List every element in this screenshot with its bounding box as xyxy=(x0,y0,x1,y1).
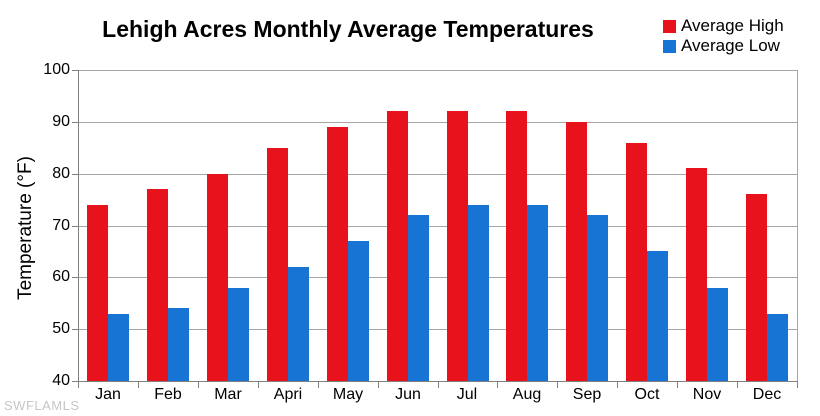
y-tick-60 xyxy=(72,277,78,278)
bar-average-high-oct xyxy=(626,143,647,381)
bar-average-low-dec xyxy=(767,314,788,381)
y-tick-70 xyxy=(72,226,78,227)
y-tick-label-80: 80 xyxy=(52,165,70,182)
x-tick-label-may: May xyxy=(332,386,364,403)
x-tick-10 xyxy=(677,382,678,388)
bar-average-high-aug xyxy=(506,111,527,381)
bar-average-high-jul xyxy=(447,111,468,381)
x-tick-label-aug: Aug xyxy=(512,386,542,403)
gridline-90 xyxy=(78,122,797,123)
x-tick-label-jan: Jan xyxy=(95,386,121,403)
bar-average-low-nov xyxy=(707,288,728,381)
bar-average-low-jul xyxy=(468,205,489,381)
bar-average-high-jun xyxy=(387,111,408,381)
x-tick-label-oct: Oct xyxy=(634,386,660,403)
bar-average-high-dec xyxy=(746,194,767,381)
legend-item-average-high: Average High xyxy=(663,16,784,36)
legend-swatch-low xyxy=(663,39,676,53)
bar-average-low-jan xyxy=(108,314,129,381)
x-tick-3 xyxy=(258,382,259,388)
gridline-80 xyxy=(78,174,797,175)
bar-average-low-feb xyxy=(168,308,189,381)
x-tick-6 xyxy=(438,382,439,388)
x-tick-11 xyxy=(737,382,738,388)
x-tick-8 xyxy=(557,382,558,388)
x-tick-label-jun: Jun xyxy=(395,386,421,403)
x-tick-7 xyxy=(497,382,498,388)
x-tick-label-dec: Dec xyxy=(752,386,782,403)
x-axis-line xyxy=(78,381,798,382)
x-tick-9 xyxy=(617,382,618,388)
chart-title: Lehigh Acres Monthly Average Temperature… xyxy=(102,16,594,42)
bar-average-high-feb xyxy=(147,189,168,381)
y-tick-90 xyxy=(72,122,78,123)
bar-average-high-sep xyxy=(566,122,587,381)
x-tick-label-mar: Mar xyxy=(214,386,242,403)
y-tick-label-40: 40 xyxy=(52,372,70,389)
x-tick-label-jul: Jul xyxy=(456,386,478,403)
legend-label-average-high: Average High xyxy=(681,16,784,35)
y-tick-100 xyxy=(72,70,78,71)
bar-average-high-jan xyxy=(87,205,108,381)
bar-average-low-mar xyxy=(228,288,249,381)
x-tick-0 xyxy=(78,382,79,388)
y-tick-label-70: 70 xyxy=(52,217,70,234)
x-tick-1 xyxy=(138,382,139,388)
bar-average-high-may xyxy=(327,127,348,381)
x-tick-2 xyxy=(198,382,199,388)
bar-average-low-apri xyxy=(288,267,309,381)
x-tick-label-apri: Apri xyxy=(273,386,303,403)
bar-average-low-oct xyxy=(647,251,668,381)
x-tick-5 xyxy=(378,382,379,388)
bar-average-high-nov xyxy=(686,168,707,381)
y-tick-80 xyxy=(72,174,78,175)
y-tick-label-60: 60 xyxy=(52,268,70,285)
bar-average-high-mar xyxy=(207,174,228,381)
legend-item-average-low: Average Low xyxy=(663,36,784,56)
legend-swatch-high xyxy=(663,19,676,33)
x-tick-4 xyxy=(318,382,319,388)
watermark: SWFLAMLS xyxy=(4,398,80,413)
gridline-70 xyxy=(78,226,797,227)
legend-label-average-low: Average Low xyxy=(681,36,780,55)
y-tick-40 xyxy=(72,381,78,382)
x-tick-label-nov: Nov xyxy=(692,386,722,403)
legend: Average High Average Low xyxy=(663,16,784,56)
y-tick-50 xyxy=(72,329,78,330)
bar-average-low-sep xyxy=(587,215,608,381)
gridline-50 xyxy=(78,329,797,330)
x-tick-12 xyxy=(797,382,798,388)
bar-average-low-may xyxy=(348,241,369,381)
bar-average-low-jun xyxy=(408,215,429,381)
x-tick-label-feb: Feb xyxy=(154,386,182,403)
y-tick-label-50: 50 xyxy=(52,320,70,337)
y-tick-label-100: 100 xyxy=(43,61,70,78)
gridline-60 xyxy=(78,277,797,278)
x-tick-label-sep: Sep xyxy=(572,386,602,403)
plot-right-border xyxy=(797,70,798,382)
bar-average-high-apri xyxy=(267,148,288,381)
y-tick-label-90: 90 xyxy=(52,113,70,130)
bar-average-low-aug xyxy=(527,205,548,381)
gridline-100 xyxy=(78,70,797,71)
y-axis-line xyxy=(78,70,79,382)
